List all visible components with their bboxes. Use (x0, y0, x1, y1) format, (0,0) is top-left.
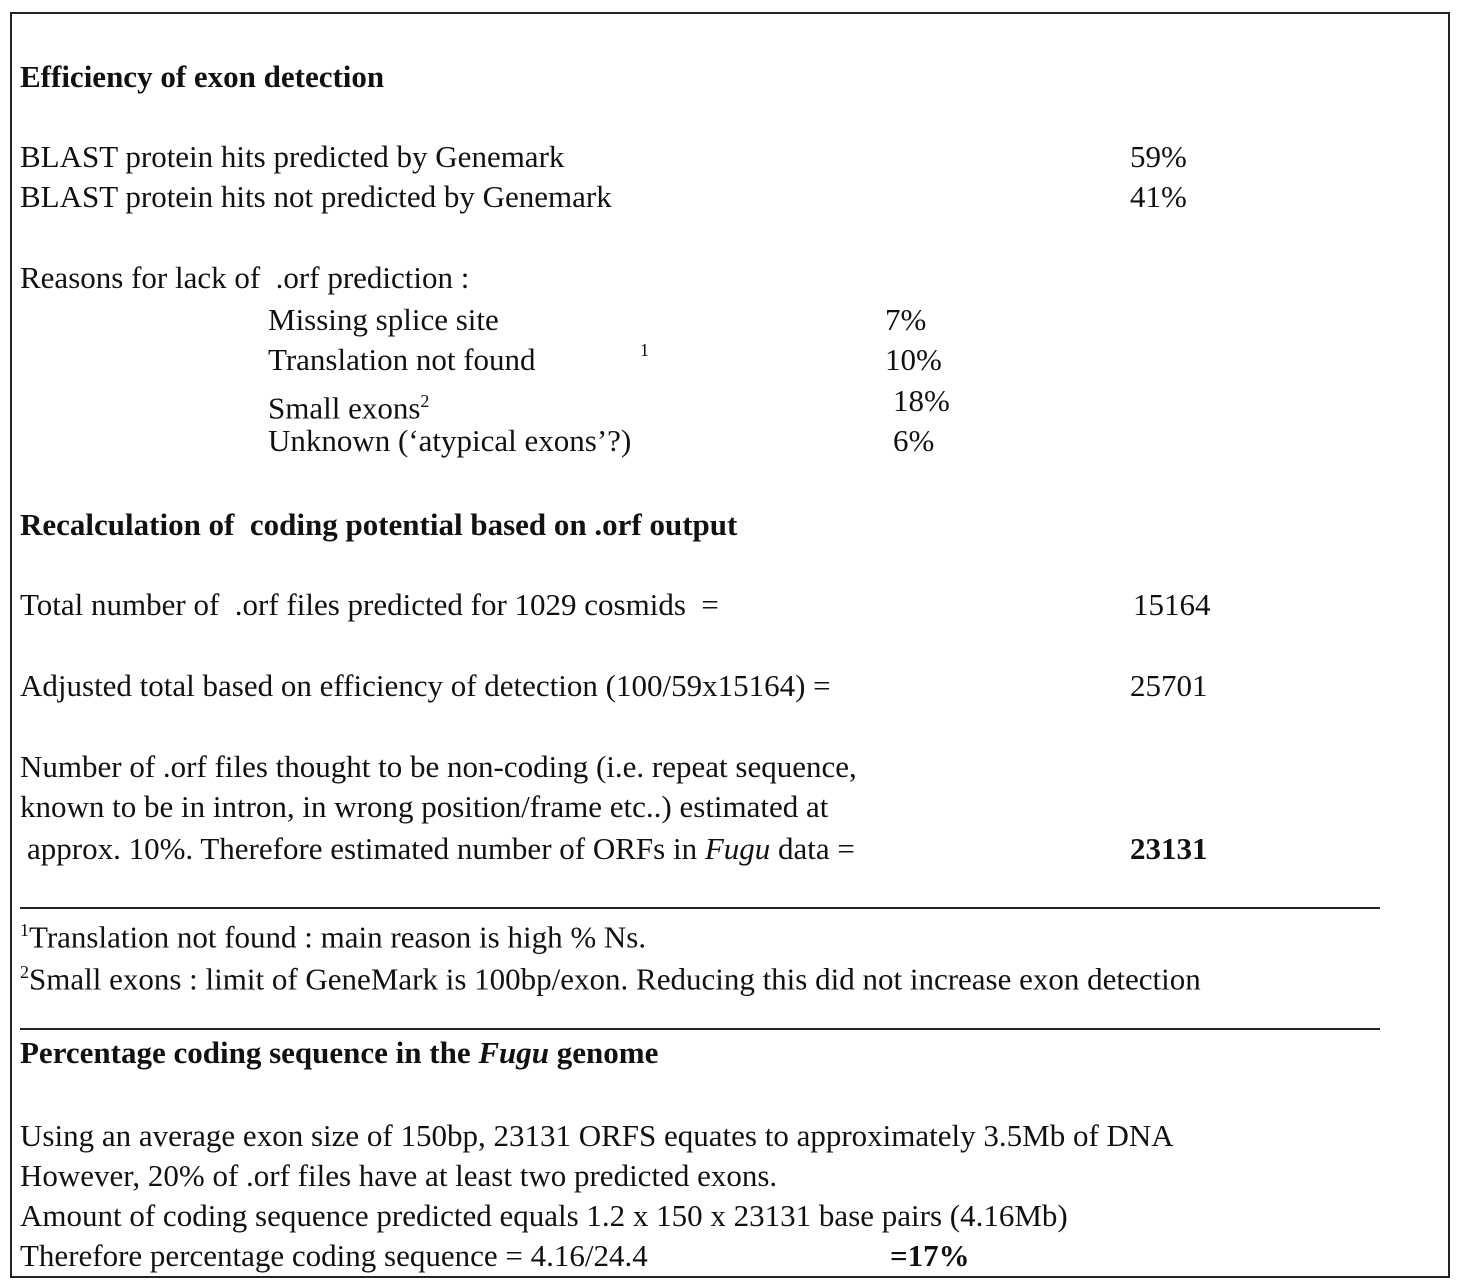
section-title: Efficiency of exon detection (20, 59, 385, 94)
reason-value: 6% (893, 423, 935, 458)
paragraph-line: However, 20% of .orf files have at least… (20, 1158, 778, 1193)
paragraph-line: Therefore percentage coding sequence = 4… (20, 1238, 648, 1273)
paragraph-line: known to be in intron, in wrong position… (20, 789, 829, 824)
footnote-mark: 1 (640, 340, 649, 360)
section-title: Recalculation of coding potential based … (20, 507, 738, 542)
reason-label: Small exons2 (268, 381, 429, 428)
italic-text: Fugu (478, 1035, 550, 1070)
reason-label: Translation not found (268, 342, 536, 377)
section-title: Percentage coding sequence in the Fugu g… (20, 1033, 658, 1073)
text: data = (770, 831, 855, 866)
row-value: 41% (1130, 179, 1187, 214)
paragraph-line: Amount of coding sequence predicted equa… (20, 1198, 1068, 1233)
footnote-text: Translation not found : main reason is h… (29, 919, 647, 955)
label-text: Small exons (268, 390, 421, 426)
row-value: 25701 (1130, 668, 1208, 703)
footnote-mark: 1 (20, 920, 29, 940)
text: Percentage coding sequence in the (20, 1035, 479, 1070)
row-label: BLAST protein hits predicted by Genemark (20, 139, 565, 174)
paragraph-line: Number of .orf files thought to be non-c… (20, 749, 857, 784)
row-value: 59% (1130, 139, 1187, 174)
text: approx. 10%. Therefore estimated number … (27, 831, 705, 866)
footnote: 2Small exons : limit of GeneMark is 100b… (20, 952, 1201, 999)
italic-text: Fugu (704, 831, 771, 866)
row-label: BLAST protein hits not predicted by Gene… (20, 179, 612, 214)
reason-value: 7% (885, 302, 927, 337)
row-label: Adjusted total based on efficiency of de… (20, 668, 831, 703)
reason-value: 18% (893, 383, 950, 418)
footnote: 1Translation not found : main reason is … (20, 910, 646, 957)
row-value: 15164 (1133, 587, 1211, 622)
reason-value: 10% (885, 342, 942, 377)
divider (20, 1028, 1380, 1030)
footnote-mark: 2 (420, 391, 430, 411)
row-value: 23131 (1130, 831, 1208, 866)
reason-label: Missing splice site (268, 302, 499, 337)
text: genome (549, 1035, 659, 1070)
reason-label: Unknown (‘atypical exons’?) (268, 423, 632, 458)
footnote-mark: 2 (20, 962, 29, 982)
footnote-text: Small exons : limit of GeneMark is 100bp… (29, 961, 1201, 997)
result-value: =17% (890, 1238, 970, 1273)
row-label: Total number of .orf files predicted for… (20, 587, 719, 622)
paragraph-line: Using an average exon size of 150bp, 231… (20, 1118, 1174, 1153)
paragraph-line: approx. 10%. Therefore estimated number … (27, 829, 855, 869)
divider (20, 907, 1380, 909)
reasons-title: Reasons for lack of .orf prediction : (20, 260, 470, 295)
frame (10, 12, 1450, 1278)
